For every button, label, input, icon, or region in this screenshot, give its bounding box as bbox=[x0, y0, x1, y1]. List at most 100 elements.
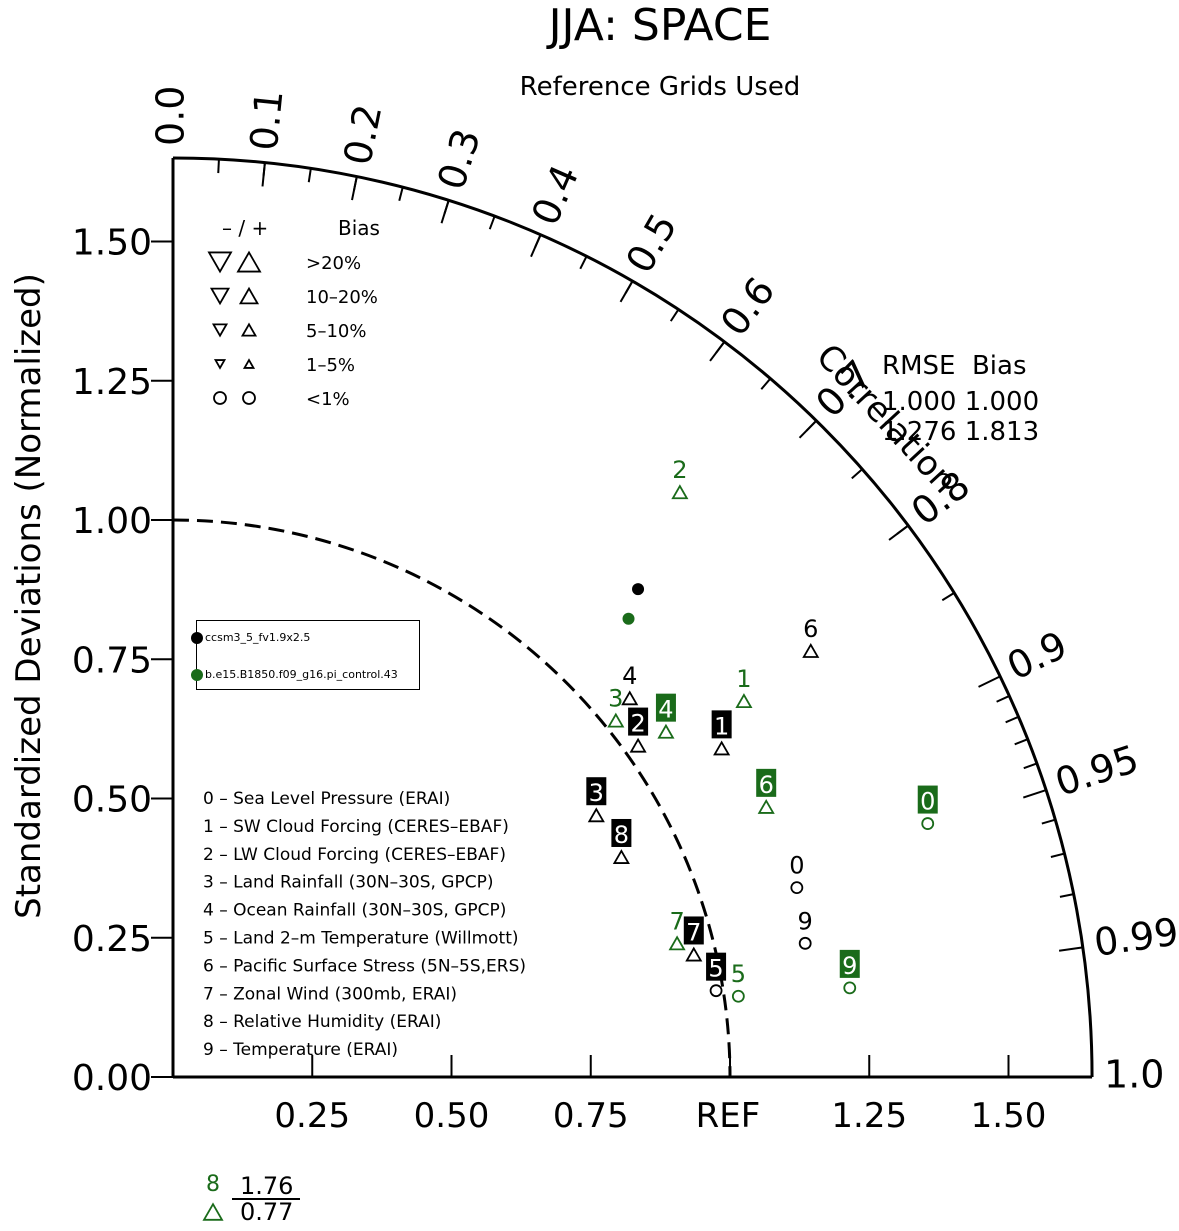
data-point-marker bbox=[921, 817, 935, 830]
data-point-label-box bbox=[611, 818, 632, 847]
rmse-bias-row: 1.276 1.813 bbox=[882, 417, 1039, 447]
offscale-denominator: 0.77 bbox=[240, 1198, 293, 1226]
data-point-label: 3 bbox=[589, 779, 604, 807]
correlation-tick-label: 0.95 bbox=[1050, 737, 1144, 805]
correlation-tick-mark bbox=[351, 176, 358, 201]
correlation-tick-mark bbox=[941, 592, 955, 602]
bias-legend-signs: – / + bbox=[222, 216, 268, 240]
data-point-label: 6 bbox=[803, 615, 818, 643]
y-axis-label: Standardized Deviations (Normalized) bbox=[9, 273, 49, 919]
data-point-label-box bbox=[655, 693, 676, 722]
data-point-label: 3 bbox=[608, 685, 623, 713]
data-point-label-box bbox=[711, 710, 732, 739]
data-point-marker bbox=[713, 740, 731, 756]
data-point-label: 9 bbox=[842, 952, 857, 980]
x-tick-label: 0.25 bbox=[274, 1096, 350, 1136]
bias-legend: – / + Bias >20% 10–20% 5–10% 1–5% <1% bbox=[207, 216, 380, 410]
variable-list-item: 4 – Ocean Rainfall (30N–30S, GPCP) bbox=[203, 901, 506, 921]
data-point-label: 5 bbox=[731, 960, 746, 988]
data-point-marker bbox=[735, 693, 753, 709]
data-point-marker bbox=[790, 881, 804, 895]
variable-list-item: 6 – Pacific Surface Stress (5N–5S,ERS) bbox=[203, 956, 526, 976]
data-point-label: 8 bbox=[614, 821, 629, 849]
series-legend-label: ccsm3_5_fv1.9x2.5 bbox=[205, 631, 311, 644]
y-tick-label: 1.25 bbox=[72, 362, 152, 403]
correlation-tick-mark bbox=[798, 419, 818, 439]
bias-legend-label: 10–20% bbox=[306, 287, 378, 308]
series-legend-marker bbox=[191, 632, 203, 644]
rmse-bias-header: RMSE Bias bbox=[882, 351, 1027, 381]
bias-legend-down-triangle bbox=[209, 287, 231, 306]
reference-dot bbox=[632, 583, 645, 596]
rmse-bias-row: 1.000 1.000 bbox=[882, 387, 1039, 417]
data-point-marker bbox=[731, 989, 745, 1003]
x-tick-label: 1.25 bbox=[831, 1096, 907, 1136]
correlation-tick-label: 0.6 bbox=[712, 269, 783, 344]
bias-legend-label: 1–5% bbox=[306, 355, 355, 376]
correlation-tick-mark bbox=[1050, 852, 1065, 858]
data-point-label-box bbox=[628, 707, 649, 736]
data-point-marker bbox=[757, 798, 775, 814]
correlation-tick-mark bbox=[996, 695, 1010, 703]
data-point-label-box bbox=[683, 916, 704, 945]
variable-list-item: 0 – Sea Level Pressure (ERAI) bbox=[203, 789, 450, 809]
bias-legend-down-triangle bbox=[213, 359, 227, 370]
correlation-tick-label: 0.2 bbox=[335, 101, 390, 169]
data-point-label: 0 bbox=[789, 852, 804, 880]
variable-list-item: 5 – Land 2–m Temperature (Willmott) bbox=[203, 929, 519, 949]
data-point-marker bbox=[621, 690, 639, 706]
y-tick-label: 1.50 bbox=[72, 223, 152, 264]
correlation-tick-mark bbox=[978, 675, 1001, 688]
data-point-label-box bbox=[839, 949, 860, 978]
bias-legend-up-triangle bbox=[242, 358, 256, 369]
bias-legend-label: 5–10% bbox=[306, 321, 366, 342]
reference-circle bbox=[172, 518, 732, 1078]
data-point-label: 4 bbox=[622, 662, 637, 690]
correlation-tick-mark bbox=[261, 162, 266, 187]
y-tick-label: 0.75 bbox=[72, 640, 152, 681]
correlation-arc bbox=[172, 156, 1094, 1078]
offscale-point: 8 1.76 0.77 bbox=[202, 1172, 300, 1226]
correlation-tick-mark bbox=[579, 255, 588, 270]
x-tick-label: 1.50 bbox=[971, 1096, 1047, 1136]
x-tick-label: 0.75 bbox=[553, 1096, 629, 1136]
bias-legend-label: >20% bbox=[306, 253, 361, 274]
offscale-point-label: 8 bbox=[206, 1172, 220, 1197]
correlation-tick-mark bbox=[1005, 715, 1019, 724]
correlation-tick-mark bbox=[851, 468, 863, 480]
y-tick-label: 0.00 bbox=[72, 1058, 152, 1099]
correlation-tick-mark bbox=[1014, 738, 1029, 746]
series-legend-label: b.e15.B1850.f09_g16.pi_control.43 bbox=[205, 668, 398, 681]
chart-subtitle: Reference Grids Used bbox=[520, 72, 801, 102]
ref-label: REF bbox=[696, 1096, 761, 1136]
data-point-label: 6 bbox=[759, 771, 774, 799]
correlation-tick-mark bbox=[1022, 789, 1047, 799]
bias-legend-header: Bias bbox=[338, 216, 380, 240]
bias-legend-up-triangle bbox=[240, 322, 258, 337]
data-point-label: 2 bbox=[630, 710, 645, 738]
correlation-tick-mark bbox=[760, 377, 772, 390]
correlation-tick-label: 1.0 bbox=[1104, 1053, 1164, 1097]
series-legend-entry: b.e15.B1850.f09_g16.pi_control.43 bbox=[191, 668, 404, 682]
data-point-label: 2 bbox=[672, 456, 687, 484]
data-point-marker bbox=[657, 723, 675, 739]
data-point-label: 5 bbox=[708, 955, 723, 983]
bias-legend-up-triangle bbox=[238, 286, 260, 305]
correlation-tick-mark bbox=[1059, 893, 1074, 898]
bias-legend-up-triangle bbox=[236, 250, 262, 273]
data-point-label: 9 bbox=[798, 907, 813, 935]
data-point-label: 1 bbox=[714, 712, 729, 740]
variable-list-item: 9 – Temperature (ERAI) bbox=[203, 1040, 398, 1060]
x-tick-label: 0.50 bbox=[414, 1096, 490, 1136]
bias-legend-down-triangle bbox=[211, 323, 229, 338]
data-point-marker bbox=[607, 712, 625, 728]
data-point-marker bbox=[685, 946, 703, 962]
y-tick-label: 0.50 bbox=[72, 780, 152, 821]
variable-list-item: 1 – SW Cloud Forcing (CERES–EBAF) bbox=[203, 817, 509, 837]
series-legend: ccsm3_5_fv1.9x2.5 b.e15.B1850.f09_g16.pi… bbox=[191, 620, 420, 690]
chart-title: JJA: SPACE bbox=[546, 0, 772, 51]
data-point-marker bbox=[671, 484, 689, 500]
